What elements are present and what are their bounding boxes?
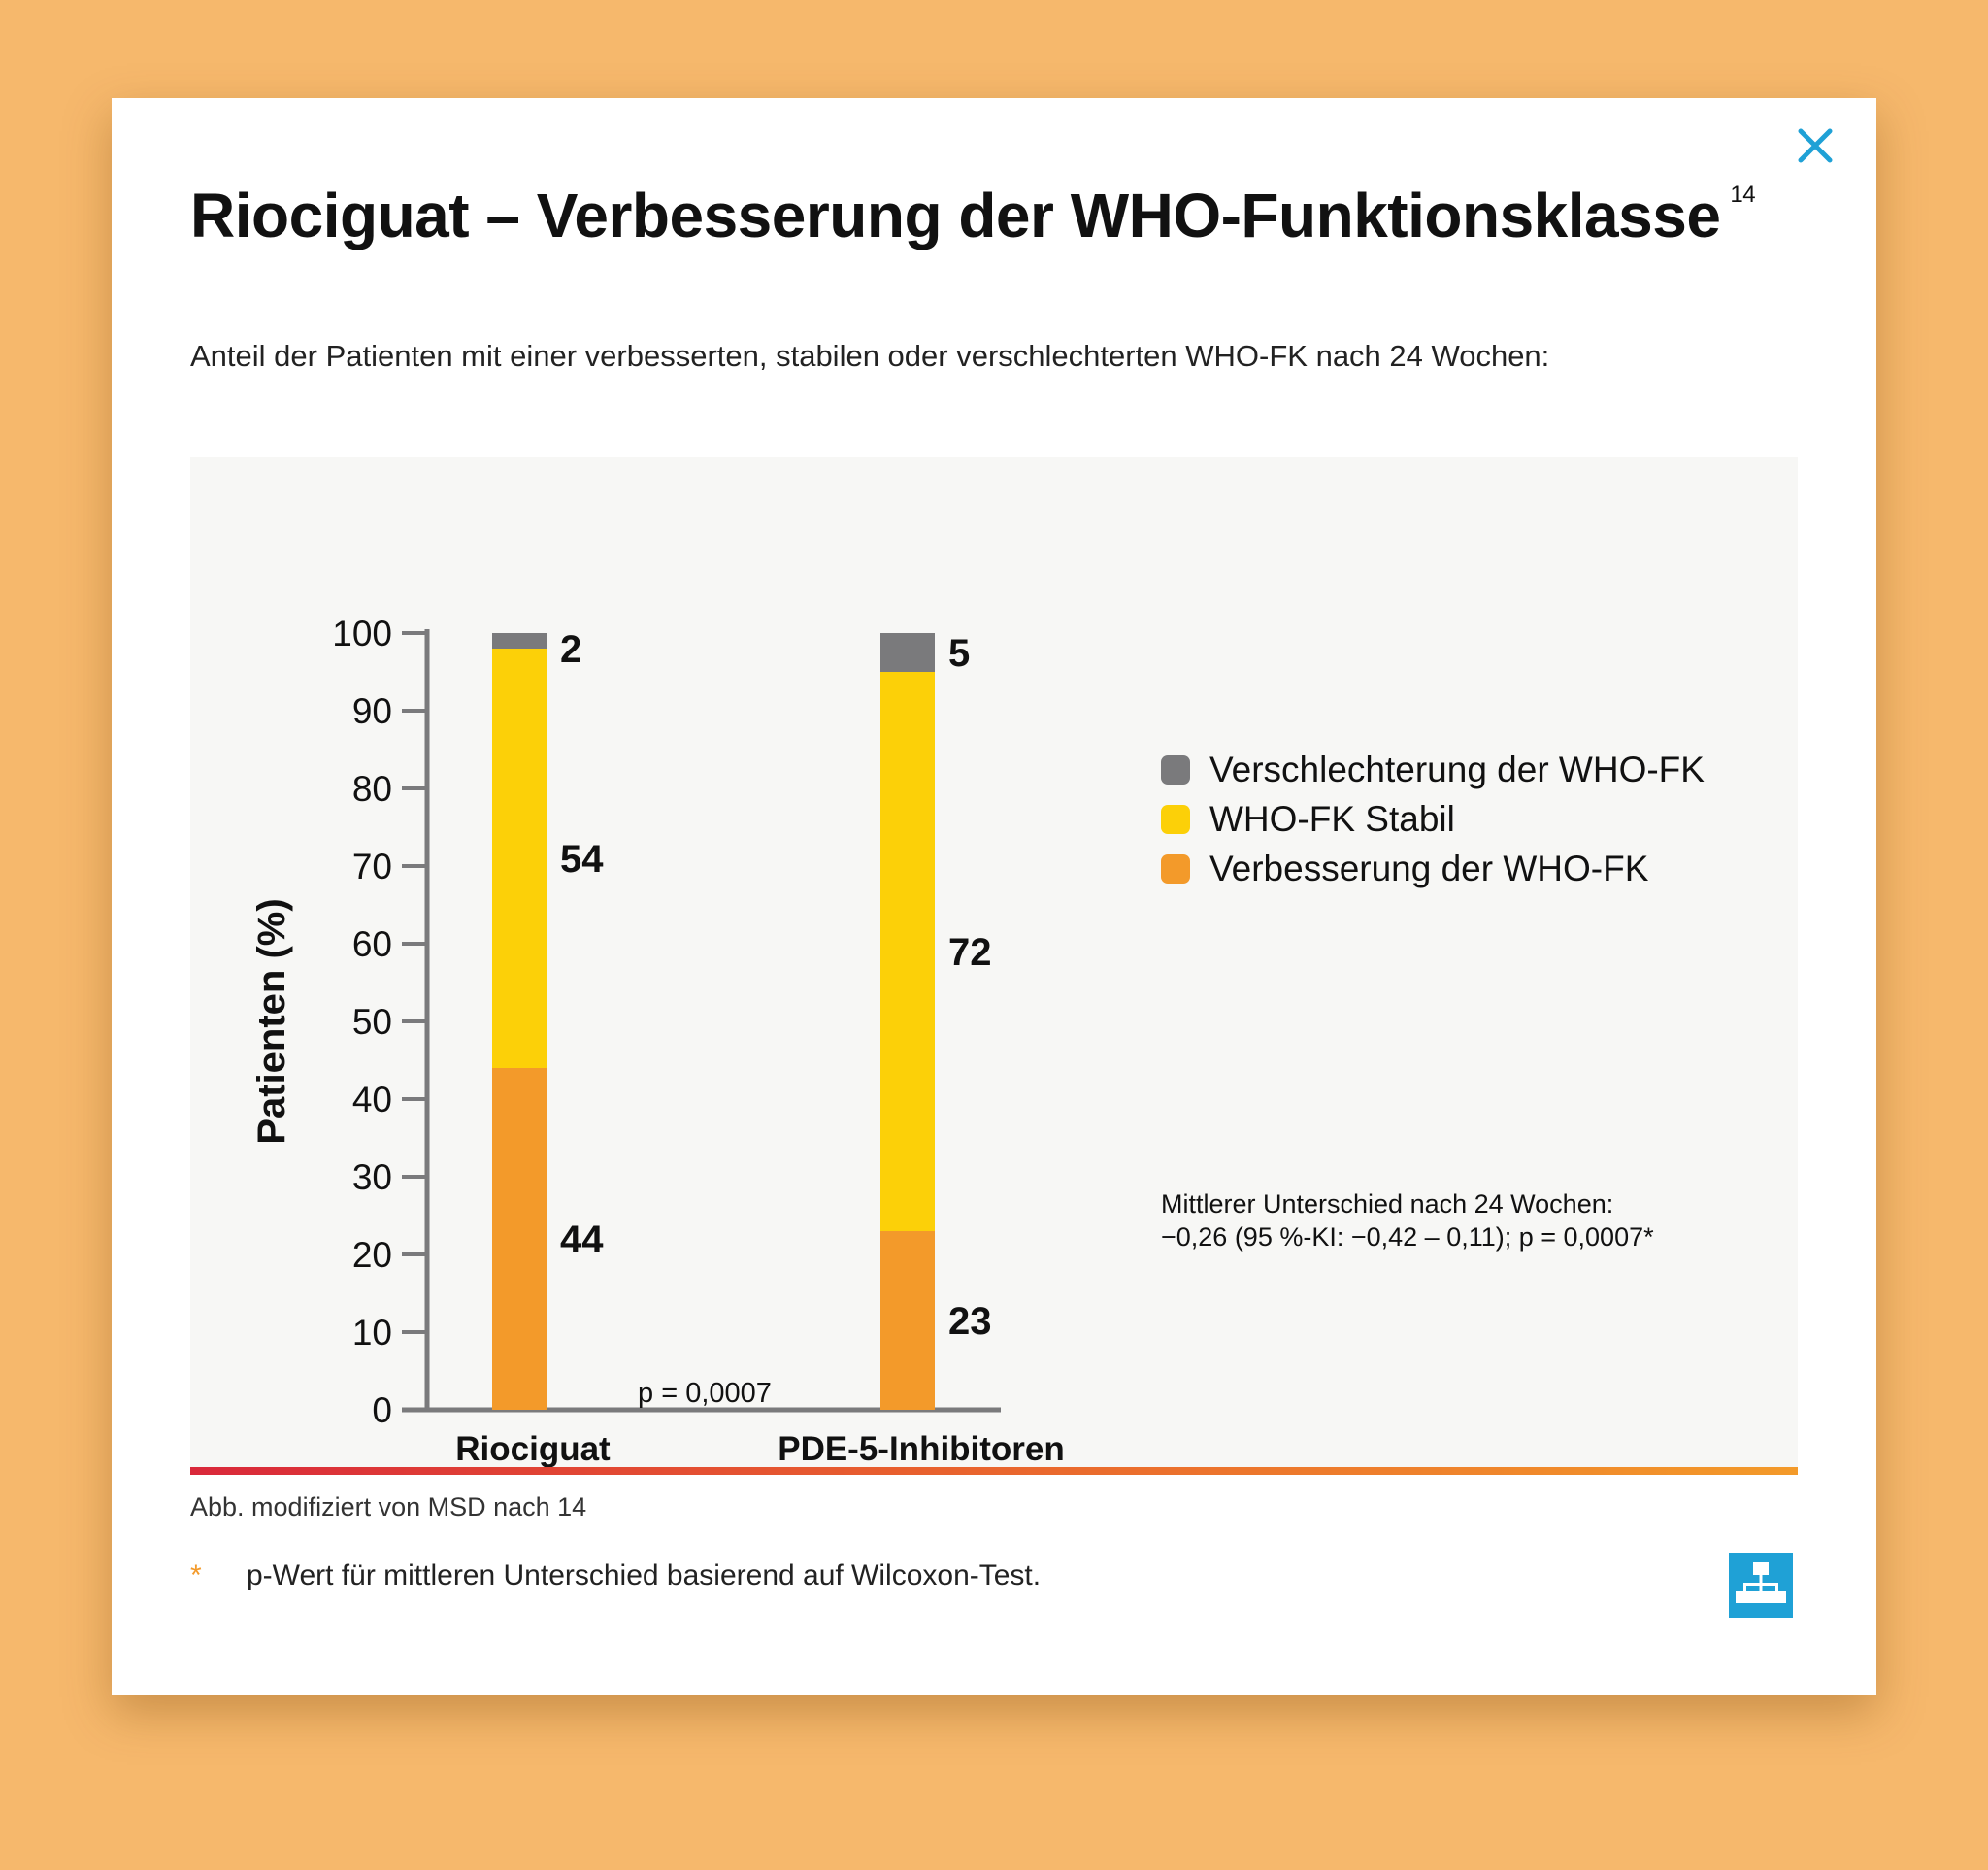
x-category-label: PDE-5-Inhibitoren — [778, 1430, 1065, 1468]
mean-difference-line1: Mittlerer Unterschied nach 24 Wochen: — [1161, 1189, 1613, 1219]
y-tick-label: 60 — [352, 924, 392, 964]
mean-difference-line2: −0,26 (95 %-KI: −0,42 – 0,11); p = 0,000… — [1161, 1222, 1654, 1252]
legend-label: Verbesserung der WHO-FK — [1209, 849, 1649, 888]
y-tick-label: 50 — [352, 1002, 392, 1042]
sitemap-button[interactable] — [1729, 1553, 1793, 1618]
chart-subtitle: Anteil der Patienten mit einer verbesser… — [190, 339, 1550, 373]
bar-segment — [880, 672, 935, 1231]
chart-panel: 0 10 20 30 40 50 60 70 80 90 100 Patienten (%) 44 54 2… — [190, 457, 1798, 1469]
p-value-annotation: p = 0,0007 — [638, 1378, 772, 1409]
y-tick-label: 70 — [352, 847, 392, 886]
data-label: 23 — [948, 1300, 992, 1343]
close-button[interactable] — [1793, 123, 1838, 168]
y-tick-label: 90 — [352, 691, 392, 731]
y-tick-label: 30 — [352, 1157, 392, 1197]
data-label: 44 — [560, 1219, 604, 1261]
footnote-text: p-Wert für mittleren Unterschied basiere… — [247, 1559, 1042, 1591]
y-axis-title: Patienten (%) — [250, 898, 293, 1144]
x-category-label: Riociguat — [455, 1430, 611, 1468]
data-label: 54 — [560, 838, 604, 881]
legend-label: Verschlechterung der WHO-FK — [1209, 750, 1705, 789]
footnote: * p-Wert für mittleren Unterschied basier… — [190, 1559, 1041, 1592]
legend-swatch — [1161, 854, 1190, 884]
y-tick-label: 80 — [352, 769, 392, 809]
bar-segment — [880, 633, 935, 672]
y-tick-label: 40 — [352, 1080, 392, 1119]
bar-segment — [492, 1068, 547, 1410]
data-label: 72 — [948, 931, 992, 974]
sitemap-icon[interactable] — [1729, 1553, 1793, 1618]
bar-segment — [880, 1231, 935, 1410]
stacked-bar-chart: 0 10 20 30 40 50 60 70 80 90 100 Patienten (%) 44 54 2… — [250, 614, 1705, 1468]
figure-source: Abb. modifiziert von MSD nach 14 — [190, 1492, 587, 1521]
y-tick-label: 10 — [352, 1313, 392, 1352]
footnote-marker: * — [190, 1559, 202, 1591]
data-label: 2 — [560, 628, 581, 671]
y-tick-label: 100 — [332, 614, 392, 653]
y-tick-label: 20 — [352, 1235, 392, 1275]
y-tick-label: 0 — [372, 1390, 392, 1430]
close-icon[interactable] — [1793, 123, 1838, 168]
legend-label: WHO-FK Stabil — [1209, 799, 1455, 839]
data-label: 5 — [948, 632, 970, 675]
title-reference[interactable]: 14 — [1730, 181, 1756, 208]
modal-title: Riociguat – Verbesserung der WHO-Funktio… — [190, 180, 1756, 251]
legend-swatch — [1161, 805, 1190, 834]
bar-segment — [492, 633, 547, 649]
bar-segment — [492, 649, 547, 1068]
legend-swatch — [1161, 755, 1190, 785]
modal-dialog: Riociguat – Verbesserung der WHO-Funktio… — [112, 98, 1876, 1695]
modal-title-text: Riociguat – Verbesserung der WHO-Funktio… — [190, 181, 1721, 250]
divider — [190, 1467, 1798, 1475]
